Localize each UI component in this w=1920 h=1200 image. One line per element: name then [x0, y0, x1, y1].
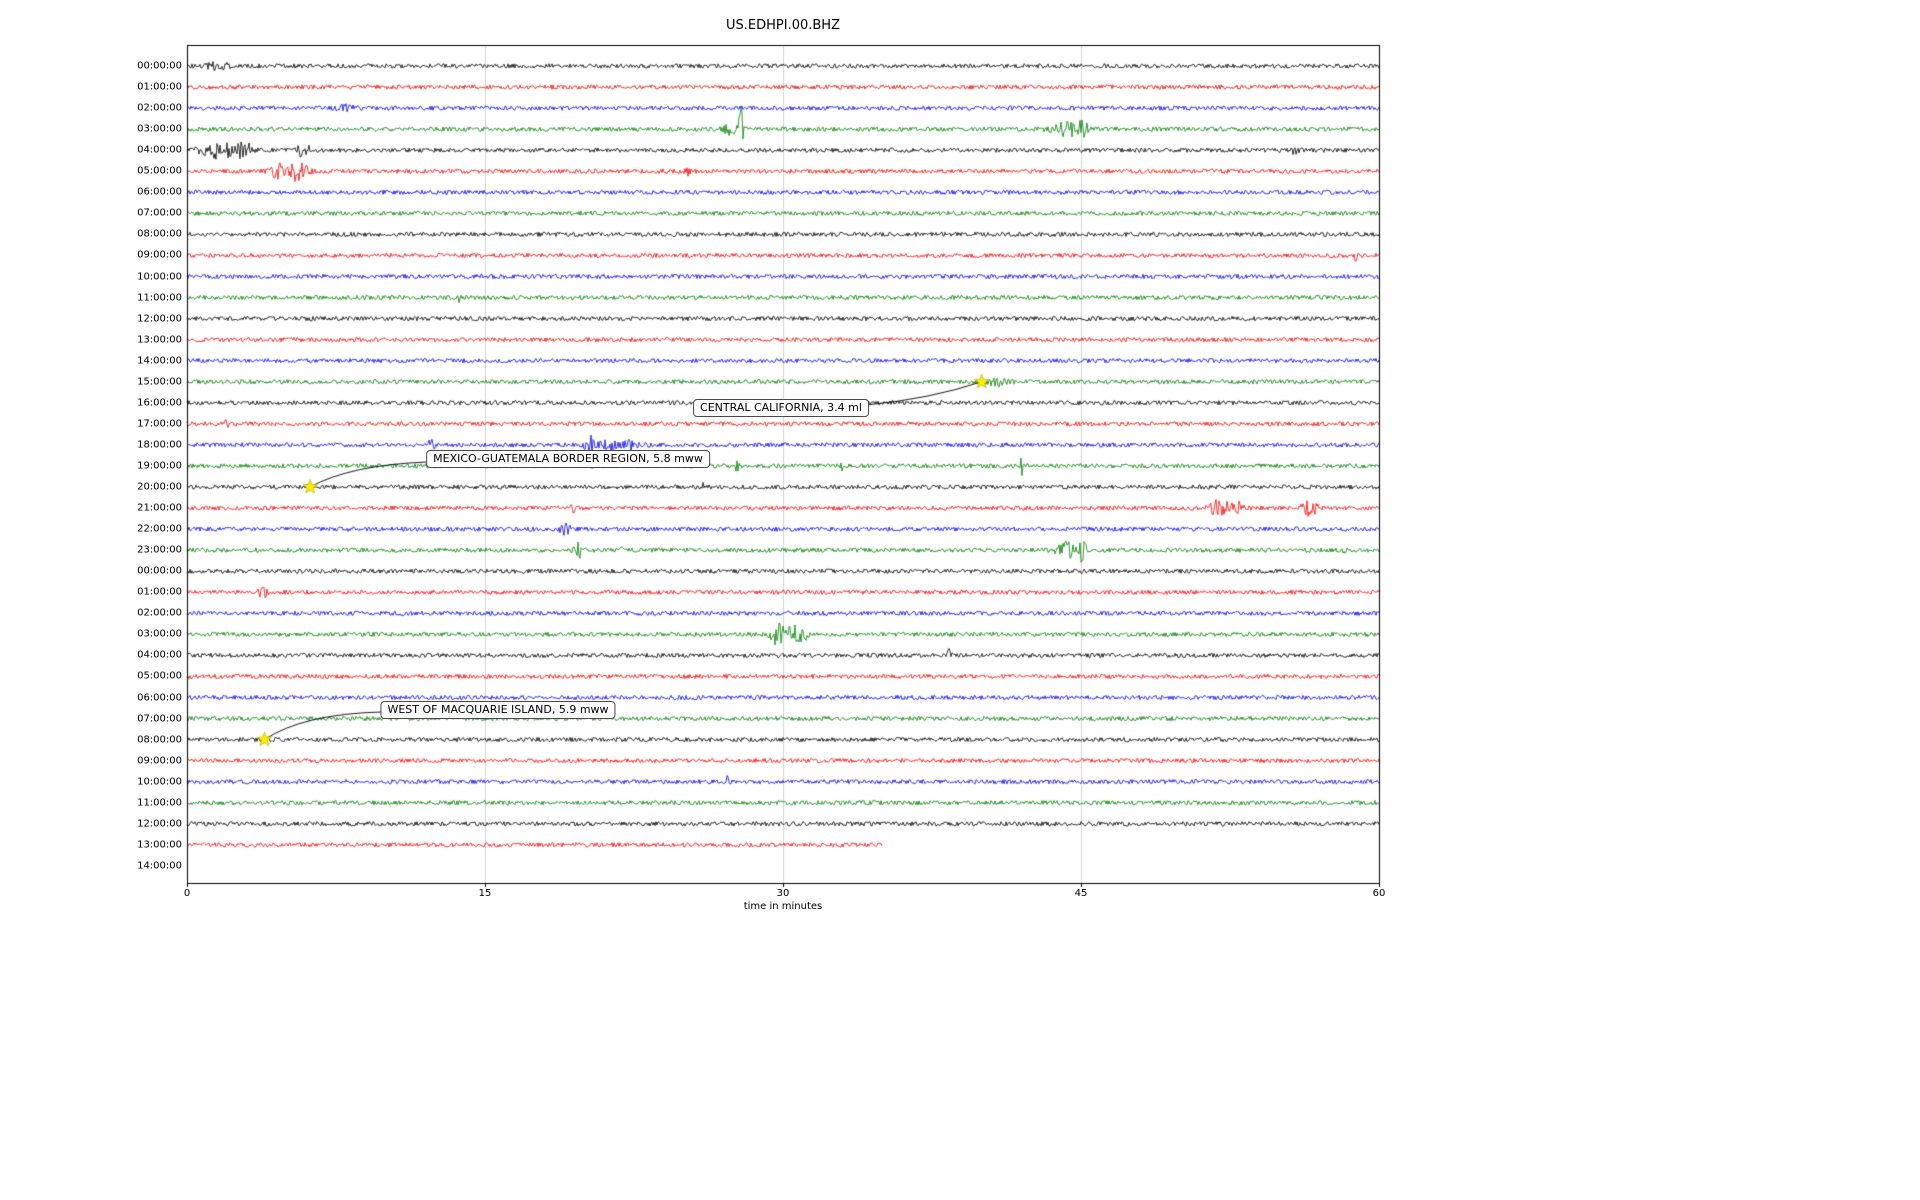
y-axis-label: 12:00:00	[137, 818, 182, 830]
y-axis-label: 05:00:00	[137, 670, 182, 682]
x-axis-title: time in minutes	[743, 901, 823, 912]
y-axis-label: 15:00:00	[137, 376, 182, 388]
y-axis-label: 03:00:00	[137, 123, 182, 135]
y-axis-label: 09:00:00	[137, 755, 182, 767]
y-axis-label: 23:00:00	[137, 544, 182, 556]
y-axis-label: 22:00:00	[137, 523, 182, 535]
x-axis-tick-label: 30	[776, 888, 790, 899]
y-axis-label: 07:00:00	[137, 207, 182, 219]
chart-title: US.EDHPI.00.BHZ	[726, 18, 840, 33]
y-axis-label: 19:00:00	[137, 460, 182, 472]
y-axis-label: 16:00:00	[137, 397, 182, 409]
event-annotation-label: CENTRAL CALIFORNIA, 3.4 ml	[700, 401, 862, 414]
x-axis-tick-label: 60	[1372, 888, 1386, 899]
y-axis-label: 17:00:00	[137, 418, 182, 430]
y-axis-label: 02:00:00	[137, 102, 182, 114]
event-annotation-macquarie-island: WEST OF MACQUARIE ISLAND, 5.9 mww	[380, 701, 616, 719]
y-axis-label: 14:00:00	[137, 860, 182, 872]
y-axis-label: 09:00:00	[137, 249, 182, 261]
y-axis-label: 00:00:00	[137, 565, 182, 577]
y-axis-label: 06:00:00	[137, 692, 182, 703]
y-axis-label: 08:00:00	[137, 734, 182, 746]
event-annotation-label: MEXICO-GUATEMALA BORDER REGION, 5.8 mww	[433, 452, 703, 465]
event-annotation-central-california: CENTRAL CALIFORNIA, 3.4 ml	[693, 399, 869, 417]
y-axis-label: 13:00:00	[137, 334, 182, 346]
y-axis-label: 11:00:00	[137, 797, 182, 809]
y-axis-label: 06:00:00	[137, 186, 182, 198]
y-axis-label: 00:00:00	[137, 60, 182, 72]
y-axis-label: 20:00:00	[137, 481, 182, 493]
y-axis-label: 18:00:00	[137, 439, 182, 451]
y-axis-label: 10:00:00	[137, 776, 182, 788]
y-axis-label: 03:00:00	[137, 628, 182, 640]
y-axis-label: 12:00:00	[137, 313, 182, 325]
y-axis-label: 01:00:00	[137, 81, 182, 93]
y-axis-label: 13:00:00	[137, 839, 182, 851]
y-axis-label: 07:00:00	[137, 713, 182, 725]
y-axis-label: 05:00:00	[137, 165, 182, 177]
event-annotation-label: WEST OF MACQUARIE ISLAND, 5.9 mww	[387, 703, 609, 716]
y-axis-label: 02:00:00	[137, 607, 182, 619]
y-axis-label: 01:00:00	[137, 586, 182, 598]
y-axis-label: 04:00:00	[137, 649, 182, 661]
y-axis-label: 08:00:00	[137, 228, 182, 240]
y-axis-label: 10:00:00	[137, 271, 182, 282]
y-axis-label: 14:00:00	[137, 355, 182, 367]
event-annotation-mexico-guatemala: MEXICO-GUATEMALA BORDER REGION, 5.8 mww	[426, 450, 710, 468]
y-axis-label: 21:00:00	[137, 502, 182, 514]
y-axis-label: 04:00:00	[137, 144, 182, 156]
x-axis-tick-label: 15	[478, 888, 492, 899]
x-axis-tick-label: 0	[183, 888, 191, 899]
x-axis-tick-label: 45	[1074, 888, 1088, 899]
y-axis-label: 11:00:00	[137, 292, 182, 304]
